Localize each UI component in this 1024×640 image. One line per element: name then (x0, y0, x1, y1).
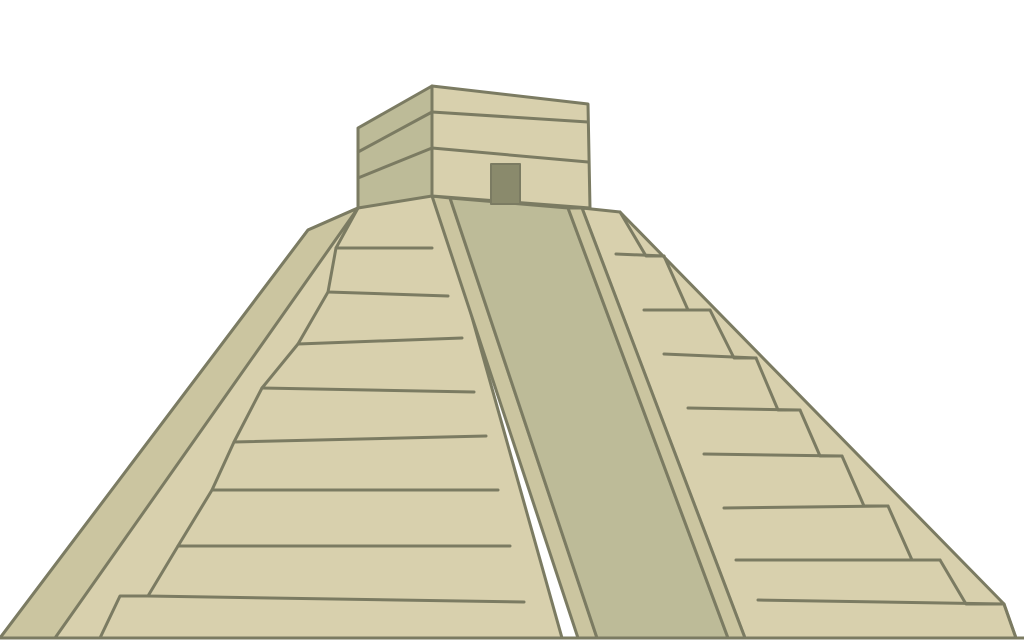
right-step-8 (756, 598, 1006, 606)
left-step-lines (98, 206, 526, 640)
right-step-3 (662, 352, 758, 360)
right-step-4 (686, 406, 802, 412)
right-step-5 (702, 452, 844, 458)
left-step-9 (98, 594, 150, 640)
right-step-silhouette (618, 210, 1018, 640)
central-staircase (430, 194, 747, 640)
right-step-6 (722, 504, 890, 510)
temple-doorway (490, 163, 521, 205)
summit-temple (356, 84, 592, 210)
right-step-1 (614, 252, 666, 258)
right-step-lines (614, 210, 1018, 640)
